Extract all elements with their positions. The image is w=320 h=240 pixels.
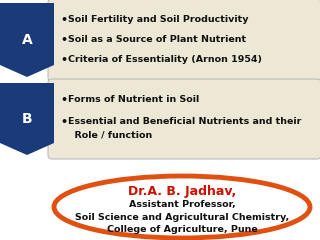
Text: Assistant Professor,: Assistant Professor, [129,200,236,210]
Text: B: B [22,112,32,126]
Polygon shape [0,3,54,77]
Text: A: A [22,33,32,47]
Text: Soil as a Source of Plant Nutrient: Soil as a Source of Plant Nutrient [68,35,246,44]
Polygon shape [0,83,54,155]
Text: Dr.A. B. Jadhav,: Dr.A. B. Jadhav, [128,185,236,198]
FancyBboxPatch shape [48,0,320,81]
FancyBboxPatch shape [48,79,320,159]
Text: •: • [60,95,67,105]
Text: Soil Fertility and Soil Productivity: Soil Fertility and Soil Productivity [68,15,249,24]
Ellipse shape [54,176,310,238]
Text: •: • [60,55,67,65]
Text: •: • [60,15,67,25]
Text: •: • [60,35,67,45]
Text: Criteria of Essentiality (Arnon 1954): Criteria of Essentiality (Arnon 1954) [68,55,262,64]
Text: Soil Science and Agricultural Chemistry,: Soil Science and Agricultural Chemistry, [75,212,289,222]
Text: Role / function: Role / function [68,130,152,139]
Text: •: • [60,117,67,127]
Text: College of Agriculture, Pune: College of Agriculture, Pune [107,224,257,234]
Text: Forms of Nutrient in Soil: Forms of Nutrient in Soil [68,95,199,104]
Text: Essential and Beneficial Nutrients and their: Essential and Beneficial Nutrients and t… [68,117,301,126]
